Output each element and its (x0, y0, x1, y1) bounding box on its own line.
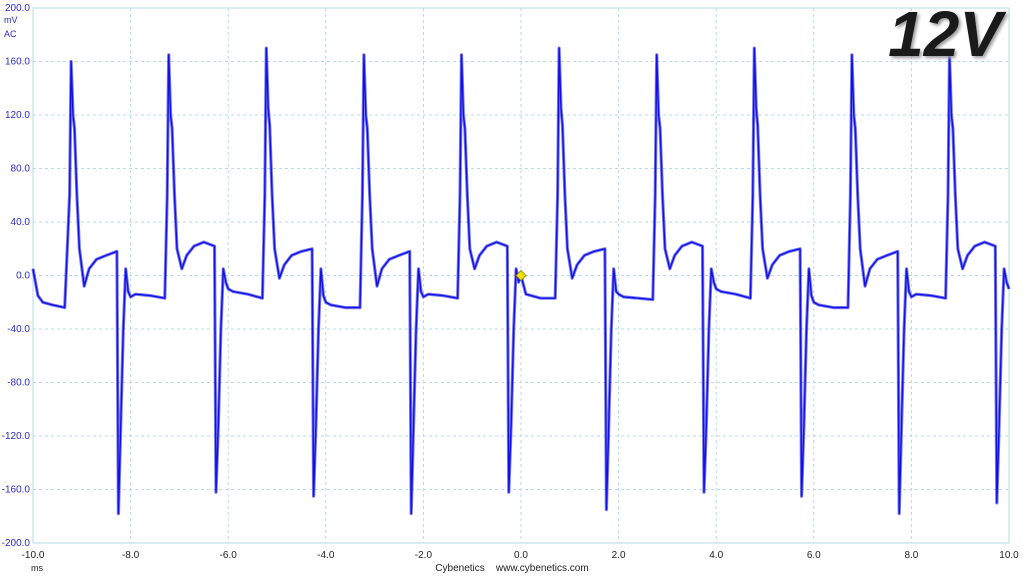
footer-brand: Cybenetics (435, 563, 485, 574)
rail-title: 12V (888, 0, 1002, 70)
y-tick-label: 0.0 (16, 271, 30, 282)
trigger-marker (515, 269, 527, 282)
x-tick-label: -10.0 (22, 550, 45, 561)
x-axis-ticks: -10.0 -8.0 -6.0 -4.0 -2.0 0.0 2.0 4.0 6.0 8.0 10.0 (22, 550, 1020, 561)
y-tick-label: 200.0 (5, 3, 30, 14)
x-unit-label: ms (31, 563, 43, 573)
x-tick-label: -4.0 (317, 550, 335, 561)
x-tick-label: -8.0 (122, 550, 140, 561)
y-tick-label: 160.0 (5, 57, 30, 68)
y-tick-label: 40.0 (11, 217, 31, 228)
x-tick-label: 6.0 (807, 550, 821, 561)
y-tick-label: -200.0 (2, 538, 31, 549)
y-tick-label: -40.0 (7, 324, 30, 335)
x-tick-label: -2.0 (415, 550, 433, 561)
x-tick-label: 2.0 (612, 550, 626, 561)
x-tick-label: 10.0 (999, 550, 1019, 561)
x-tick-label: 0.0 (514, 550, 528, 561)
y-unit-label: mV (4, 15, 18, 25)
y-tick-label: -160.0 (2, 485, 31, 496)
y-tick-label: -120.0 (2, 431, 31, 442)
y-tick-label: 80.0 (11, 164, 31, 175)
x-tick-label: 8.0 (904, 550, 918, 561)
y-tick-label: -80.0 (7, 378, 30, 389)
x-tick-label: 4.0 (709, 550, 723, 561)
footer: Cybenetics www.cybenetics.com (0, 563, 1024, 574)
trigger-marker-diamond (515, 269, 527, 282)
y-axis-ticks: 200.0 160.0 120.0 80.0 40.0 0.0 -40.0 -80.0 -120… (2, 3, 31, 549)
x-tick-label: -6.0 (220, 550, 238, 561)
y-tick-label: 120.0 (5, 110, 30, 121)
coupling-label: AC (4, 29, 17, 39)
footer-url: www.cybenetics.com (495, 563, 589, 574)
